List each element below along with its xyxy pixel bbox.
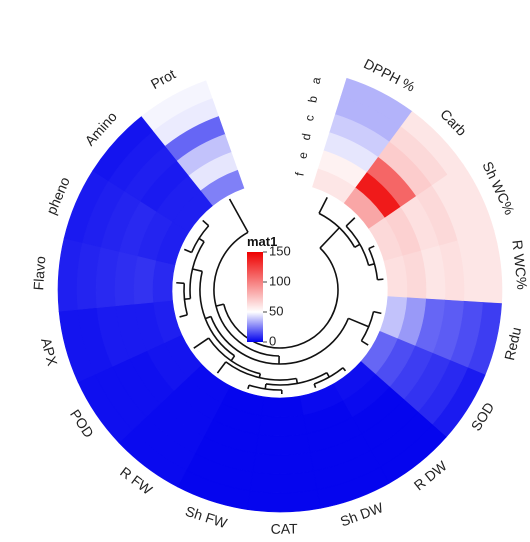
variable-label: Carb xyxy=(437,106,470,139)
track-label: e xyxy=(295,151,310,160)
dendrogram-branch xyxy=(215,303,224,307)
dendrogram-branch xyxy=(258,373,262,378)
legend: mat1 0 50 100 150 xyxy=(247,234,291,348)
track-label: a xyxy=(309,76,324,85)
heatmap-cell xyxy=(255,433,311,456)
heatmap-cell xyxy=(252,451,314,475)
dendrogram-branch xyxy=(176,281,185,285)
variable-label: Prot xyxy=(148,66,178,92)
legend-tick-label: 150 xyxy=(269,243,291,258)
variable-label: SOD xyxy=(468,399,498,433)
dendrogram-branch xyxy=(345,225,370,266)
heatmap-cell xyxy=(260,395,304,418)
legend-ticks: 0 50 100 150 xyxy=(263,243,291,348)
dendrogram-branch xyxy=(368,263,375,267)
dendrogram-branch xyxy=(373,310,382,315)
dendrogram-branch xyxy=(184,297,191,300)
dendrogram-branch xyxy=(377,278,384,281)
variable-label: Sh FW xyxy=(183,503,229,532)
dendrogram-branch xyxy=(204,315,212,320)
track-label: b xyxy=(305,94,320,103)
dendrogram-branch xyxy=(189,241,205,299)
dendrogram-branch xyxy=(230,355,236,362)
dendrogram-branch xyxy=(183,283,189,316)
heatmap-cell xyxy=(152,259,176,303)
legend-colorbar xyxy=(247,252,263,342)
legend-tick-label: 0 xyxy=(269,333,276,348)
dendrogram-branch xyxy=(228,198,249,233)
dendrogram-branch xyxy=(216,361,227,374)
track-label: d xyxy=(299,132,314,141)
track-labels: ab c d e f xyxy=(292,76,323,177)
dendrogram-branch xyxy=(264,383,267,390)
dendrogram-branch xyxy=(319,227,340,249)
track-label: f xyxy=(292,171,306,177)
legend-tick-label: 100 xyxy=(269,273,291,288)
heatmap-cell xyxy=(258,414,307,437)
variable-label: Sh DW xyxy=(338,499,386,529)
heatmap-cells xyxy=(57,77,503,513)
track-label: c xyxy=(302,114,317,122)
variable-label: POD xyxy=(67,406,97,440)
variable-label: pheno xyxy=(43,174,73,216)
variable-label: Redu xyxy=(501,326,524,362)
dendrogram-branch xyxy=(222,247,339,349)
dendrogram-branch xyxy=(360,340,369,346)
dendrogram-branch xyxy=(348,317,369,328)
variable-label: APX xyxy=(38,336,61,368)
variable-label: Flavo xyxy=(30,255,48,290)
legend-title: mat1 xyxy=(247,234,277,249)
dendrogram-branch xyxy=(183,248,192,254)
dendrogram-branch xyxy=(179,314,188,318)
dendrogram-branch xyxy=(354,243,361,249)
dendrogram-branch xyxy=(265,371,328,386)
dendrogram-branch xyxy=(202,219,210,227)
dendrogram-branch xyxy=(342,367,347,372)
dendrogram-branch xyxy=(318,196,328,214)
heatmap-cell xyxy=(200,169,245,206)
dendrogram xyxy=(176,196,384,394)
dendrogram-branch xyxy=(247,384,250,390)
legend-tick-label: 50 xyxy=(269,303,283,318)
dendrogram-branch xyxy=(295,378,299,384)
variable-label: CAT xyxy=(271,520,299,536)
dendrogram-branch xyxy=(248,384,282,391)
dendrogram-branch xyxy=(213,231,280,357)
dendrogram-branch xyxy=(193,337,210,349)
dendrogram-branch xyxy=(360,311,375,342)
dendrogram-branch xyxy=(368,245,375,250)
heatmap-cell xyxy=(383,255,408,299)
dendrogram-branch xyxy=(345,217,356,227)
variable-label: R WC% xyxy=(509,239,530,290)
dendrogram-branch xyxy=(326,372,330,378)
dendrogram-branch xyxy=(198,237,205,243)
dendrogram-branch xyxy=(192,268,203,273)
